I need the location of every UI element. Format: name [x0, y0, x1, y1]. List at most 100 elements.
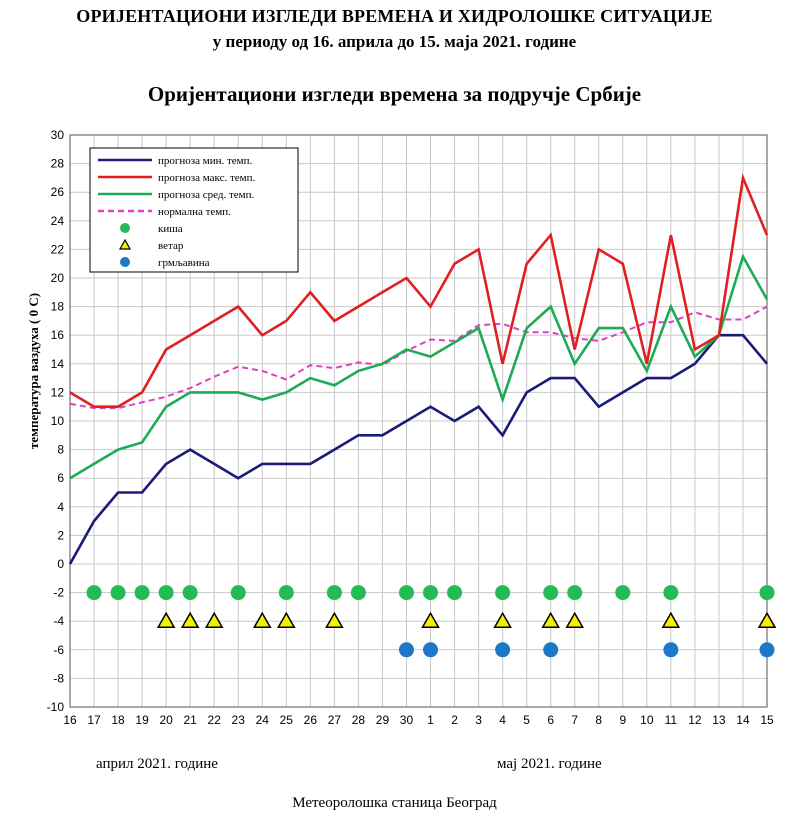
rain-marker [423, 585, 439, 601]
thunder-marker [663, 642, 679, 658]
x-tick-label: 23 [232, 713, 246, 727]
y-tick-label: 12 [51, 385, 65, 399]
x-tick-label: 7 [571, 713, 578, 727]
x-tick-label: 10 [640, 713, 654, 727]
x-tick-label: 26 [304, 713, 318, 727]
y-tick-label: 2 [57, 528, 64, 542]
x-tick-label: 4 [499, 713, 506, 727]
station-credit: Метеоролошка станица Београд [292, 795, 497, 811]
x-tick-label: 21 [183, 713, 197, 727]
y-tick-label: 30 [51, 128, 65, 142]
thunder-marker [495, 642, 511, 658]
rain-marker [543, 585, 559, 601]
x-tick-label: 28 [352, 713, 366, 727]
y-tick-label: 10 [51, 414, 65, 428]
y-tick-label: 6 [57, 471, 64, 485]
legend-label-avg: прогноза сред. темп. [158, 189, 255, 201]
x-tick-label: 19 [135, 713, 149, 727]
x-tick-label: 9 [619, 713, 626, 727]
wind-marker [421, 611, 440, 628]
y-tick-label: 8 [57, 443, 64, 457]
rain-marker [326, 585, 342, 601]
rain-marker [134, 585, 150, 601]
rain-marker [759, 585, 775, 601]
wind-marker [277, 611, 296, 628]
rain-marker [278, 585, 294, 601]
legend-label-normal: нормална темп. [158, 206, 231, 218]
x-tick-label: 20 [159, 713, 173, 727]
y-tick-label: 0 [57, 557, 64, 571]
x-tick-label: 13 [712, 713, 726, 727]
x-tick-label: 14 [736, 713, 750, 727]
month-label-may: мај 2021. године [497, 756, 602, 772]
legend-swatch-wind [118, 238, 132, 250]
x-tick-label: 24 [256, 713, 270, 727]
x-tick-label: 5 [523, 713, 530, 727]
wind-marker [252, 611, 272, 628]
rain-marker [663, 585, 679, 601]
rain-marker [567, 585, 583, 601]
y-tick-label: 20 [51, 271, 65, 285]
x-tick-label: 12 [688, 713, 702, 727]
y-tick-label: -2 [53, 586, 64, 600]
wind-marker [493, 611, 512, 628]
legend-swatch-rain [120, 223, 130, 233]
y-tick-label: -6 [53, 643, 64, 657]
rain-marker [110, 585, 126, 601]
temperature-chart: -10-8-6-4-202468101214161820222426283016… [26, 128, 777, 727]
legend-label-max: прогноза макс. темп. [158, 172, 256, 184]
plot-frame [69, 134, 768, 708]
legend-label-wind: ветар [158, 240, 184, 252]
x-tick-label: 11 [665, 713, 678, 727]
wind-marker [541, 611, 560, 628]
rain-marker [182, 585, 198, 601]
x-tick-label: 8 [595, 713, 602, 727]
x-tick-label: 1 [427, 713, 434, 727]
y-tick-label: -4 [53, 614, 64, 628]
y-axis-label: температура ваздуха ( 0 C) [26, 293, 41, 449]
month-label-april: април 2021. године [96, 756, 218, 772]
wind-marker [325, 611, 344, 628]
x-tick-label: 3 [475, 713, 482, 727]
legend-label-rain: киша [158, 223, 183, 235]
x-tick-label: 30 [400, 713, 414, 727]
rain-marker [350, 585, 366, 601]
series-line-normal [69, 305, 768, 410]
series-line-avg [69, 253, 769, 480]
thunder-marker [398, 642, 414, 658]
rain-marker [158, 585, 174, 601]
wind-marker [180, 611, 200, 628]
x-tick-label: 15 [760, 713, 774, 727]
rain-marker [447, 585, 463, 601]
y-tick-label: 14 [51, 357, 65, 371]
x-tick-label: 29 [376, 713, 390, 727]
y-tick-label: 18 [51, 300, 65, 314]
legend-box [89, 147, 299, 273]
series-line-max [69, 173, 769, 409]
wind-marker [204, 611, 224, 628]
y-tick-label: 26 [51, 185, 65, 199]
y-tick-label: 28 [51, 157, 65, 171]
legend-label-thunder: грмљавина [158, 257, 210, 269]
x-tick-label: 22 [208, 713, 222, 727]
legend-label-min: прогноза мин. темп. [158, 155, 253, 167]
rain-marker [230, 585, 246, 601]
wind-marker [156, 611, 176, 628]
x-tick-label: 6 [547, 713, 554, 727]
wind-marker [661, 611, 681, 628]
y-tick-label: -8 [53, 671, 64, 685]
wind-marker [757, 611, 777, 628]
rain-marker [615, 585, 631, 601]
x-tick-label: 27 [328, 713, 342, 727]
x-tick-label: 18 [111, 713, 125, 727]
rain-marker [495, 585, 511, 601]
thunder-marker [759, 642, 775, 658]
y-tick-label: 16 [51, 328, 65, 342]
x-tick-label: 2 [451, 713, 458, 727]
thunder-marker [543, 642, 559, 658]
y-tick-label: 24 [51, 214, 65, 228]
y-tick-label: 4 [57, 500, 64, 514]
rain-marker [86, 585, 102, 601]
x-tick-label: 17 [87, 713, 101, 727]
rain-marker [398, 585, 414, 601]
